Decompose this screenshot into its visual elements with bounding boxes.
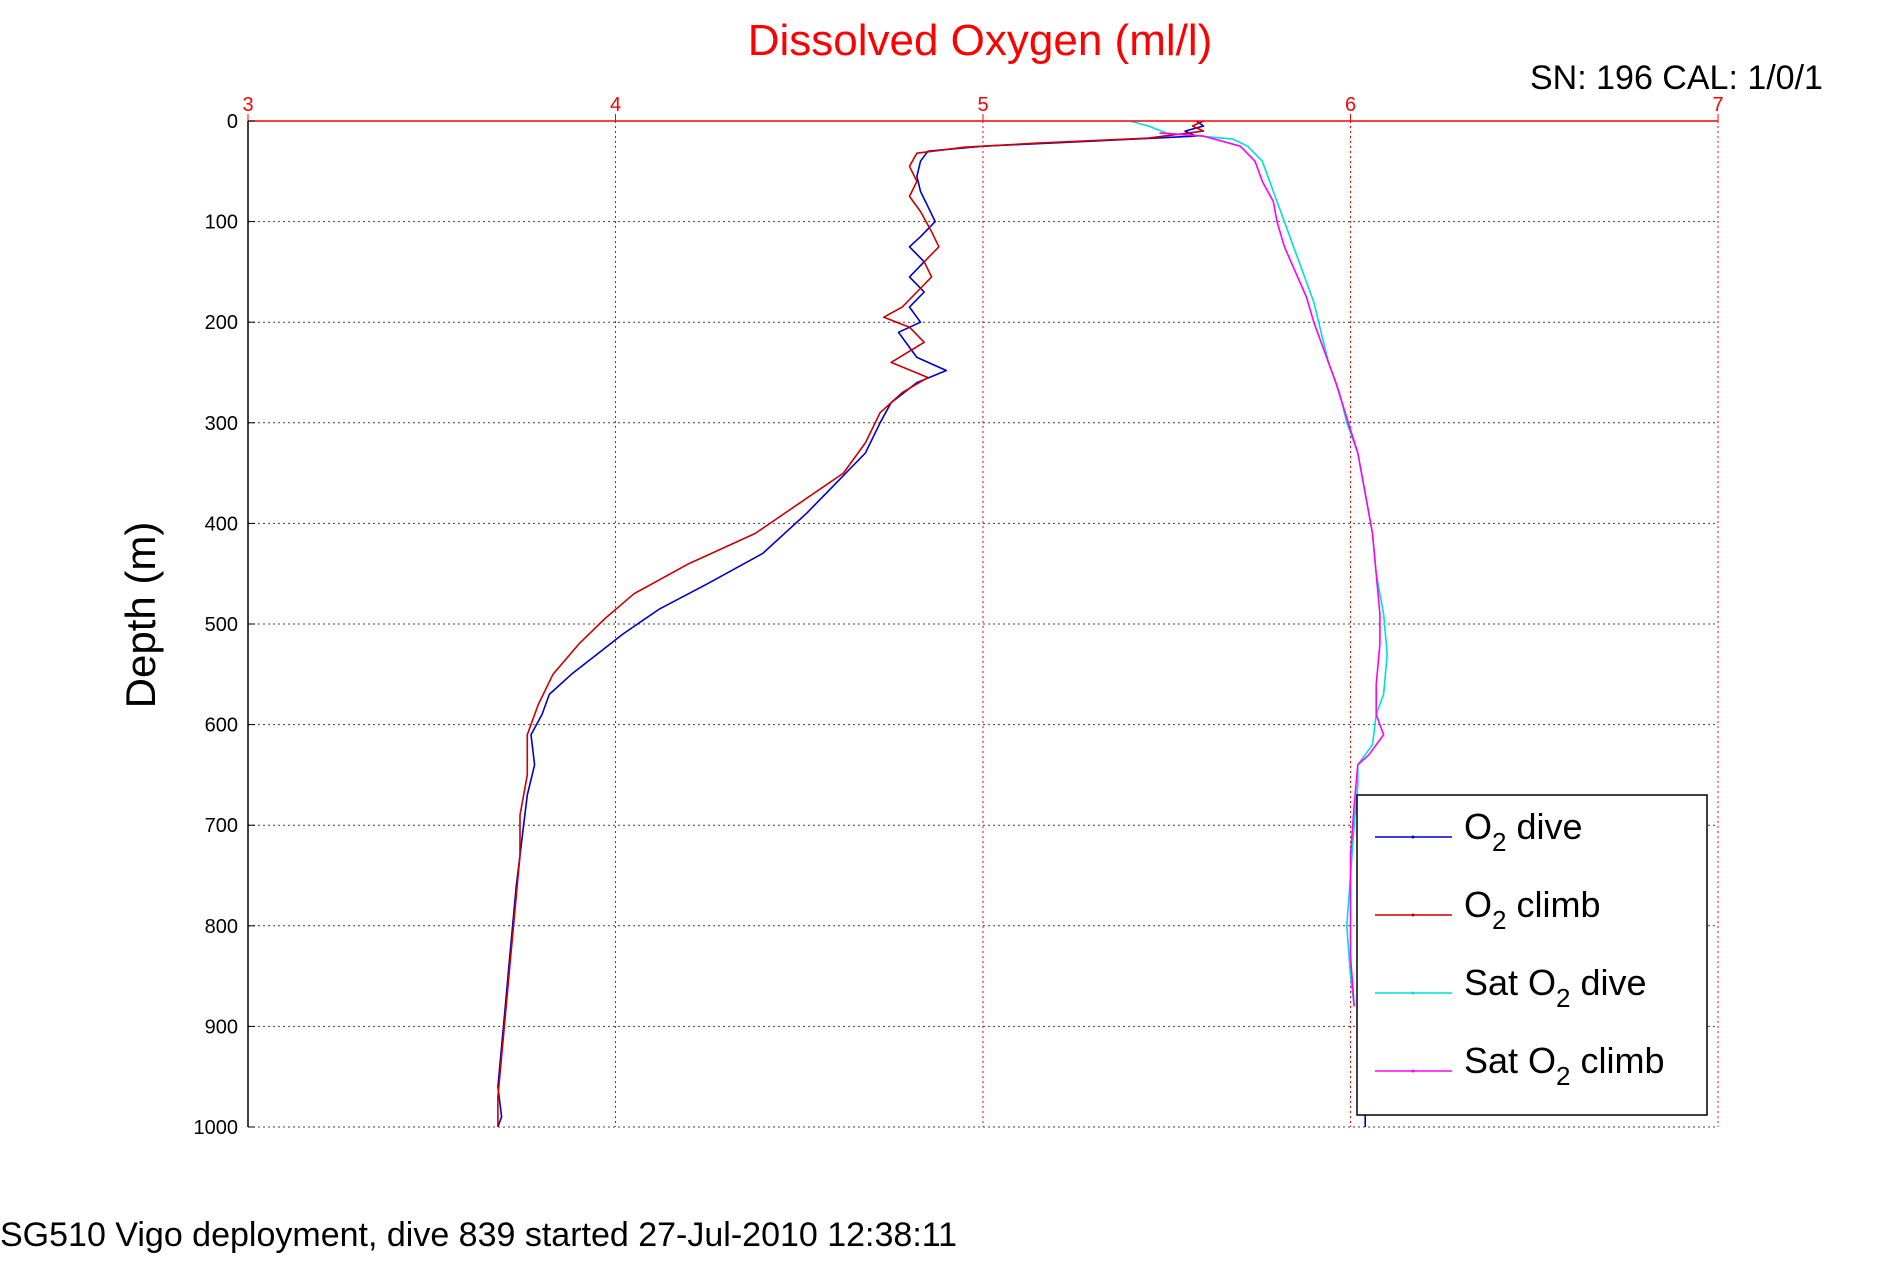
legend-label-sat-o2-dive: Sat O2 dive	[1464, 962, 1647, 1013]
legend-marker-sat-o2-dive	[1411, 991, 1415, 995]
legend-marker-o2-climb	[1411, 913, 1415, 917]
chart-title: Dissolved Oxygen (ml/l)	[748, 16, 1213, 65]
y-tick-label-7: 700	[205, 815, 238, 837]
legend-label-sat-o2-climb: Sat O2 climb	[1464, 1040, 1665, 1091]
legend-marker-o2-dive	[1411, 835, 1415, 839]
series-line-sat-o2-climb	[1159, 132, 1385, 1007]
x-tick-label-0: 3	[242, 94, 253, 116]
legend: O2 dive O2 climb Sat O2 dive Sat O2 climb	[1356, 794, 1708, 1116]
series-group	[497, 120, 1388, 1128]
y-tick-label-2: 200	[205, 312, 238, 334]
x-tick-label-2: 5	[977, 94, 988, 116]
y-tick-label-3: 300	[205, 413, 238, 435]
legend-marker-sat-o2-climb	[1411, 1069, 1415, 1073]
x-tick-label-4: 7	[1712, 94, 1723, 116]
legend-box	[1356, 794, 1708, 1116]
x-tick-label-1: 4	[610, 94, 621, 116]
y-tick-label-1: 100	[205, 212, 238, 234]
legend-label-o2-dive: O2 dive	[1464, 806, 1583, 857]
y-tick-label-8: 800	[205, 916, 238, 938]
caption: SG510 Vigo deployment, dive 839 started …	[0, 1216, 957, 1254]
y-tick-label-4: 400	[205, 513, 238, 535]
x-tick-label-3: 6	[1345, 94, 1356, 116]
y-tick-label-10: 1000	[194, 1117, 239, 1139]
y-tick-label-0: 0	[227, 111, 238, 133]
y-axis-label: Depth (m)	[117, 522, 164, 709]
series-line-sat-o2-dive	[1129, 120, 1388, 1007]
y-tick-label-5: 500	[205, 614, 238, 636]
legend-label-o2-climb: O2 climb	[1464, 884, 1601, 935]
y-tick-label-6: 600	[205, 715, 238, 737]
y-tick-label-9: 900	[205, 1016, 238, 1038]
series-line-o2-climb	[497, 120, 1205, 1127]
serial-cal-label: SN: 196 CAL: 1/0/1	[1530, 59, 1823, 97]
axes: 3 4 5 6 7 0 100 200 300 400 500 600 700 800 900 1000	[194, 94, 1724, 1139]
